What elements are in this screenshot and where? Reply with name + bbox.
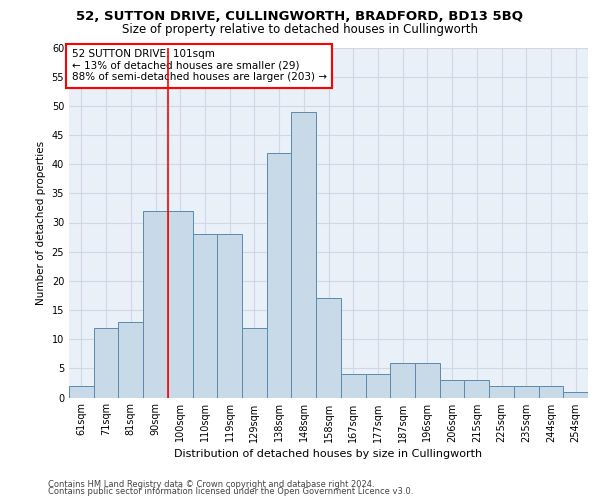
Bar — [118, 322, 143, 398]
Text: 52 SUTTON DRIVE: 101sqm
← 13% of detached houses are smaller (29)
88% of semi-de: 52 SUTTON DRIVE: 101sqm ← 13% of detache… — [71, 50, 326, 82]
Text: Size of property relative to detached houses in Cullingworth: Size of property relative to detached ho… — [122, 22, 478, 36]
Y-axis label: Number of detached properties: Number of detached properties — [36, 140, 46, 304]
Bar — [415, 362, 440, 398]
Bar — [489, 386, 514, 398]
Text: 52, SUTTON DRIVE, CULLINGWORTH, BRADFORD, BD13 5BQ: 52, SUTTON DRIVE, CULLINGWORTH, BRADFORD… — [77, 10, 523, 23]
Bar — [267, 152, 292, 398]
Bar — [94, 328, 118, 398]
X-axis label: Distribution of detached houses by size in Cullingworth: Distribution of detached houses by size … — [175, 449, 482, 459]
Bar — [316, 298, 341, 398]
Text: Contains HM Land Registry data © Crown copyright and database right 2024.: Contains HM Land Registry data © Crown c… — [48, 480, 374, 489]
Bar — [514, 386, 539, 398]
Bar — [341, 374, 365, 398]
Bar — [242, 328, 267, 398]
Bar — [69, 386, 94, 398]
Bar — [539, 386, 563, 398]
Bar — [390, 362, 415, 398]
Bar — [143, 211, 168, 398]
Bar — [464, 380, 489, 398]
Bar — [217, 234, 242, 398]
Bar — [365, 374, 390, 398]
Bar — [440, 380, 464, 398]
Text: Contains public sector information licensed under the Open Government Licence v3: Contains public sector information licen… — [48, 488, 413, 496]
Bar — [193, 234, 217, 398]
Bar — [292, 112, 316, 398]
Bar — [563, 392, 588, 398]
Bar — [168, 211, 193, 398]
